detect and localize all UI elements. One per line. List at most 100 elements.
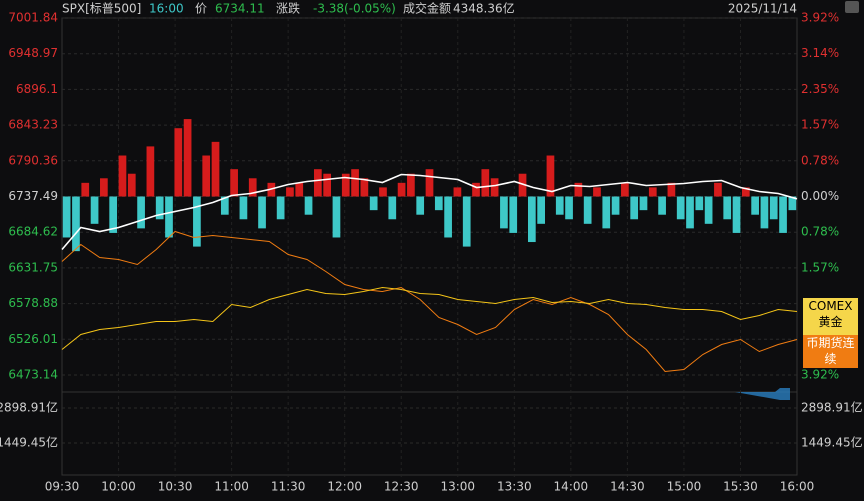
bar [788, 196, 797, 211]
bar [351, 169, 359, 197]
bar [769, 196, 778, 220]
volume-tick-label: 2898.91亿 [801, 399, 863, 414]
y-tick-label: 6843.23 [8, 118, 58, 132]
y-tick-label: 6790.36 [8, 153, 58, 167]
bar [639, 196, 648, 211]
x-tick-label: 10:30 [158, 480, 193, 494]
bar [490, 178, 499, 197]
price-label: 价 [195, 2, 207, 16]
bar [332, 196, 341, 238]
bar [416, 196, 425, 215]
y2-tick-label: 0.78% [801, 153, 839, 167]
bar [546, 155, 555, 197]
bar [127, 173, 136, 197]
bar [686, 196, 694, 229]
y-tick-label: 6948.97 [8, 46, 58, 60]
time: 16:00 [149, 2, 184, 16]
x-tick-label: 14:30 [610, 480, 645, 494]
turnover: 4348.36亿 [453, 1, 515, 16]
scroll-icon[interactable] [735, 388, 790, 400]
bar [379, 187, 387, 197]
bar [723, 196, 732, 220]
bar [304, 196, 313, 215]
bar [779, 196, 787, 233]
bar [369, 196, 378, 211]
y-tick-label: 7001.84 [8, 11, 58, 25]
bar [360, 178, 369, 197]
y-tick-label: 6684.62 [8, 225, 58, 239]
x-tick-label: 12:30 [384, 480, 419, 494]
bar [676, 196, 685, 220]
bar [341, 173, 350, 197]
legend-futures: 币期货连续 [803, 335, 858, 368]
line [61, 173, 798, 251]
bar [630, 196, 639, 220]
bar [500, 196, 508, 229]
bar [537, 196, 545, 224]
x-tick-label: 16:00 [780, 480, 815, 494]
bar [62, 196, 71, 238]
bar [611, 196, 620, 215]
bar [444, 196, 452, 238]
x-tick-label: 12:00 [327, 480, 362, 494]
bar [90, 196, 99, 224]
bar [648, 187, 657, 197]
bar [695, 196, 704, 211]
bar [202, 155, 211, 197]
bar [481, 169, 490, 197]
bar [565, 196, 573, 220]
bar [527, 196, 536, 243]
x-tick-label: 09:30 [45, 480, 80, 494]
bar [714, 182, 722, 197]
x-tick-label: 11:00 [214, 480, 249, 494]
app-icon[interactable] [845, 1, 859, 13]
bar [407, 173, 415, 197]
line [61, 286, 798, 350]
volume-tick-label: 1449.45亿 [0, 435, 58, 450]
bar [751, 196, 759, 215]
volume-tick-label: 2898.91亿 [0, 399, 58, 414]
bar [258, 196, 266, 229]
bar [425, 169, 434, 197]
y2-tick-label: 1.57% [801, 118, 839, 132]
bar [323, 173, 332, 197]
bar [760, 196, 769, 229]
bar [81, 182, 90, 197]
bar [462, 196, 471, 247]
bar [583, 196, 592, 224]
price: 6734.11 [215, 2, 265, 16]
bar [574, 182, 583, 197]
symbol: SPX[标普500] [62, 2, 141, 16]
bar [211, 141, 220, 197]
y2-tick-label: 0.78% [801, 225, 839, 239]
bar [388, 196, 397, 220]
bar [137, 196, 145, 229]
bar [286, 187, 294, 197]
legend-gold: COMEX 黄金 [803, 298, 858, 335]
y-tick-label: 6896.1 [16, 82, 58, 96]
bar [295, 182, 304, 197]
bar [174, 128, 183, 197]
bar [314, 169, 322, 197]
x-tick-label: 13:00 [440, 480, 475, 494]
bar [118, 155, 127, 197]
turnover-label: 成交金额 [403, 1, 451, 16]
y2-tick-label: 3.14% [801, 46, 839, 60]
x-tick-label: 10:00 [101, 480, 136, 494]
bar [741, 187, 750, 197]
bar [165, 196, 173, 238]
bar [602, 196, 611, 229]
x-tick-label: 14:00 [554, 480, 589, 494]
bar [472, 182, 480, 197]
y-tick-label: 6631.75 [8, 260, 58, 274]
bar [509, 196, 518, 233]
bar [146, 146, 155, 197]
bar [239, 196, 248, 220]
bar [109, 196, 118, 233]
bar [732, 196, 741, 233]
bar [453, 187, 462, 197]
change: -3.38(-0.05%) [313, 2, 396, 16]
